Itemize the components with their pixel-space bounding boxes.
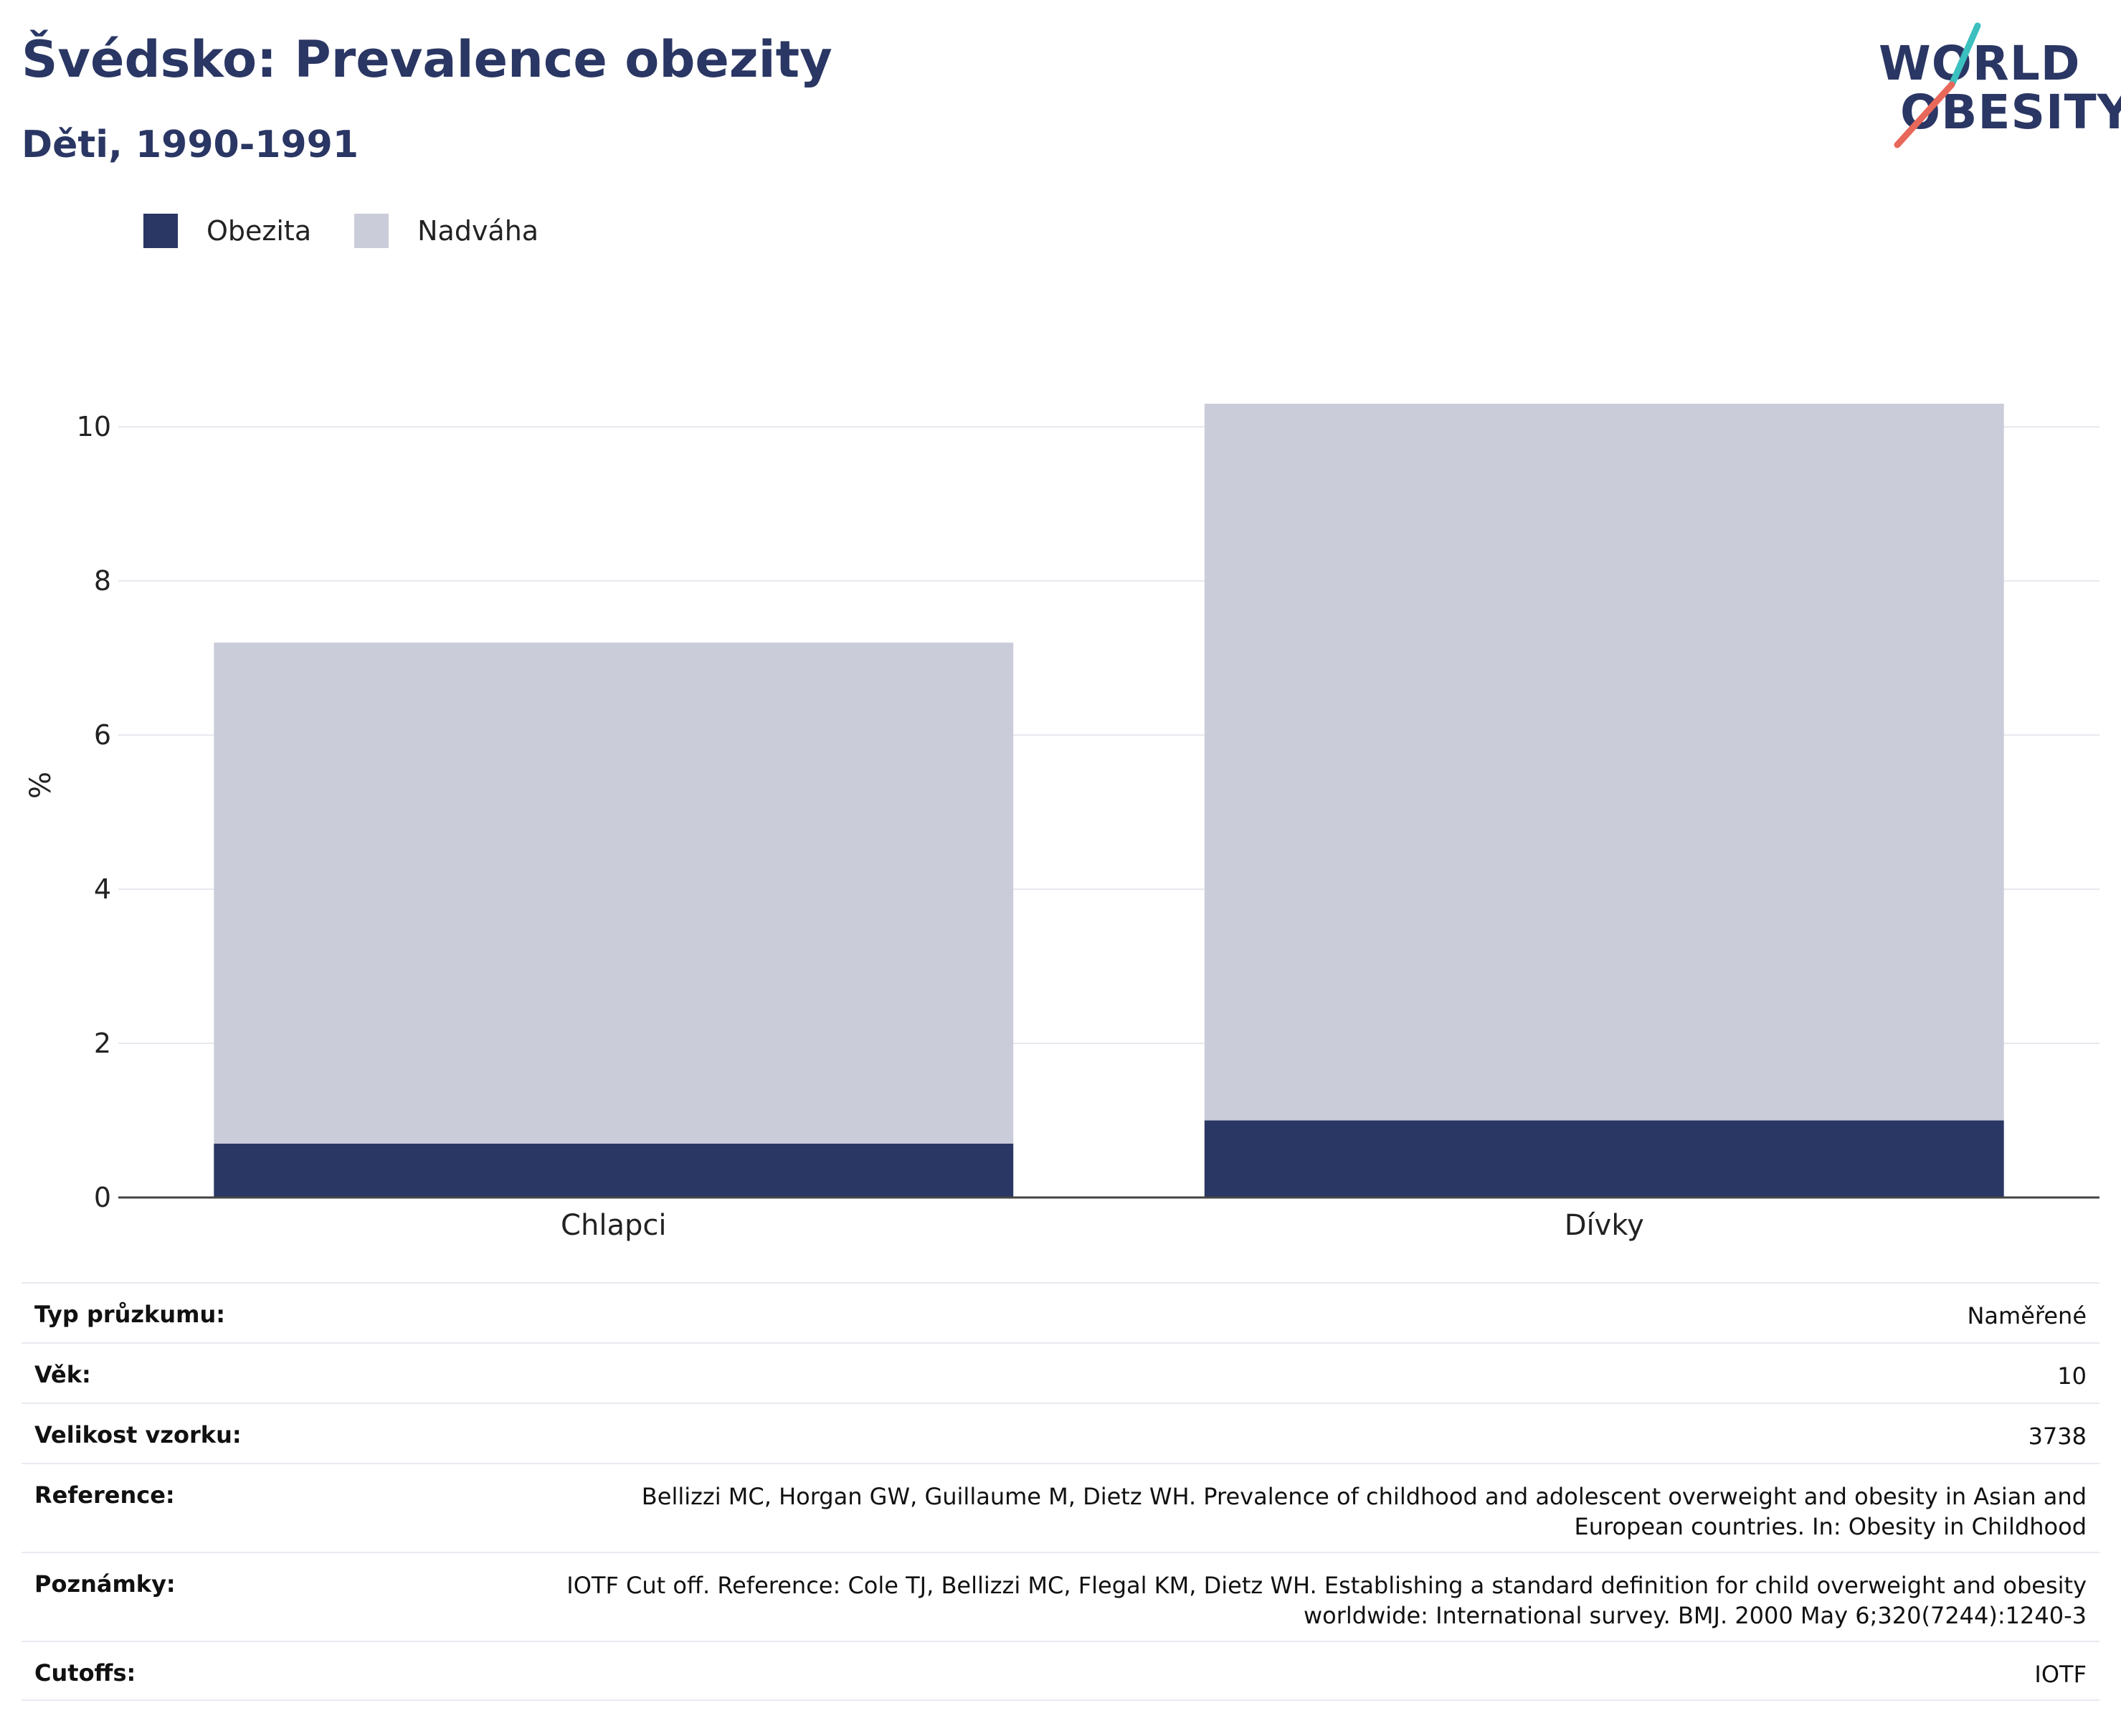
logo-slash-icon: [1894, 22, 1981, 148]
y-tick-label: 8: [94, 565, 111, 597]
info-key: Velikost vzorku:: [34, 1421, 242, 1448]
x-tick-label: Chlapci: [561, 1209, 666, 1242]
info-value: 3738: [2029, 1421, 2087, 1451]
bar-overweight-boys: [214, 642, 1014, 1144]
info-row: Reference: Bellizzi MC, Horgan GW, Guilla…: [22, 1463, 2099, 1552]
y-axis-label: %: [24, 772, 57, 799]
logo-line-2: OBESITY: [1900, 85, 2121, 140]
legend-item-obesity[interactable]: Obezita: [143, 214, 311, 248]
info-row: Věk: 10: [22, 1342, 2099, 1403]
bar-chart: 0 2 4 6 8 10% Chlapci Dívky: [24, 403, 2099, 1242]
info-value-line: European countries. In: Obesity in Child…: [1574, 1513, 2087, 1540]
info-key: Cutoffs:: [34, 1659, 136, 1687]
info-value: Bellizzi MC, Horgan GW, Guillaume M, Die…: [642, 1481, 2087, 1542]
info-key: Typ průzkumu:: [34, 1301, 226, 1328]
chart-subtitle: Děti, 1990-1991: [22, 123, 359, 166]
world-obesity-logo: WORLD OBESITY: [1871, 22, 2121, 151]
chart-title: Švédsko: Prevalence obezity: [22, 30, 832, 89]
info-value: Naměřené: [1967, 1301, 2087, 1331]
x-tick-label: Dívky: [1565, 1209, 1644, 1242]
info-value: 10: [2057, 1361, 2087, 1391]
info-key: Poznámky:: [34, 1570, 176, 1598]
info-row: Typ průzkumu: Naměřené: [22, 1282, 2099, 1342]
chart-legend: Obezita Nadváha: [143, 214, 582, 248]
info-value-line: 10: [2057, 1362, 2087, 1390]
y-tick-label: 6: [94, 719, 111, 751]
info-value-line: Naměřené: [1967, 1302, 2087, 1329]
y-tick-label: 10: [77, 411, 111, 442]
legend-swatch-overweight: [354, 214, 389, 248]
info-row: Cutoffs: IOTF: [22, 1641, 2099, 1701]
info-value-line: IOTF Cut off. Reference: Cole TJ, Belliz…: [566, 1572, 2087, 1599]
legend-item-overweight[interactable]: Nadváha: [354, 214, 538, 248]
legend-label-obesity: Obezita: [207, 215, 312, 247]
y-tick-label: 2: [94, 1028, 111, 1059]
survey-info-table: Typ průzkumu: Naměřené Věk: 10 Velikost vzor…: [22, 1282, 2099, 1701]
bar-overweight-girls: [1204, 403, 2004, 1121]
info-key: Věk:: [34, 1361, 91, 1388]
info-key: Reference:: [34, 1481, 175, 1509]
bar-obesity-boys: [214, 1143, 1014, 1197]
info-row: Poznámky: IOTF Cut off. Reference: Cole T…: [22, 1552, 2099, 1641]
y-tick-label: 0: [94, 1182, 111, 1213]
y-tick-label: 4: [94, 873, 111, 905]
info-value: IOTF: [2034, 1659, 2087, 1689]
info-value-line: IOTF: [2034, 1661, 2087, 1688]
legend-swatch-obesity: [143, 214, 178, 248]
info-row: Velikost vzorku: 3738: [22, 1403, 2099, 1463]
info-value-line: Bellizzi MC, Horgan GW, Guillaume M, Die…: [641, 1483, 2087, 1510]
legend-label-overweight: Nadváha: [417, 215, 539, 247]
info-value-line: 3738: [2028, 1423, 2087, 1450]
logo-line-1: WORLD: [1879, 36, 2081, 91]
bar-obesity-girls: [1204, 1120, 2004, 1197]
info-value-line: worldwide: International survey. BMJ. 20…: [1303, 1602, 2087, 1629]
info-value: IOTF Cut off. Reference: Cole TJ, Belliz…: [566, 1570, 2087, 1631]
